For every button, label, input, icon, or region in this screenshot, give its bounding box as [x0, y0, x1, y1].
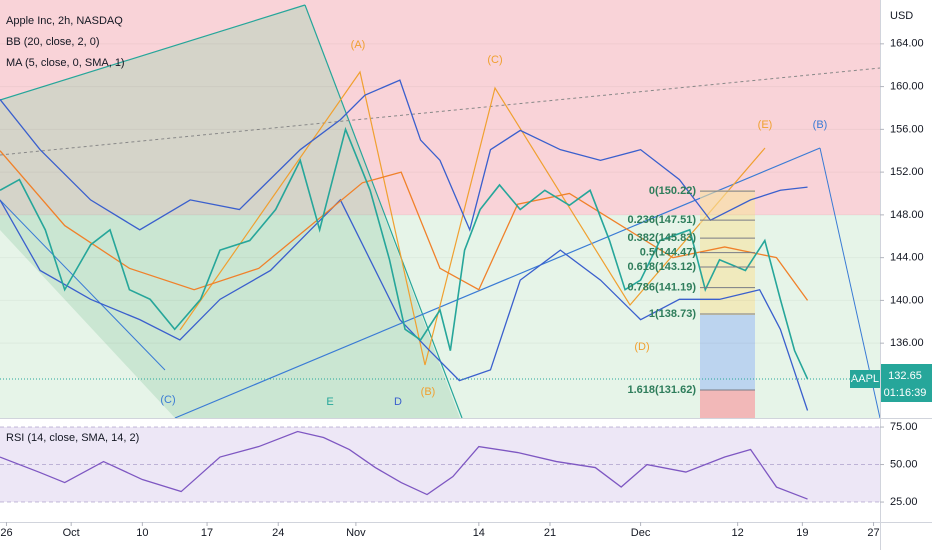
y-tick-label: 140.00: [890, 294, 924, 306]
x-tick-label: 17: [201, 527, 213, 539]
y-tick-label: 25.00: [890, 496, 918, 508]
fib-label: 0.618(143.12): [628, 261, 697, 273]
x-tick-label: Oct: [63, 527, 80, 539]
wave-label: (E): [758, 119, 773, 131]
y-tick-label: 152.00: [890, 166, 924, 178]
series-line: [0, 150, 809, 301]
symbol-tag-text: AAPL: [851, 373, 879, 385]
wave-label: (B): [813, 119, 828, 131]
fib-box: [700, 315, 755, 390]
wave: [179, 70, 766, 366]
wave-label: (D): [634, 341, 649, 353]
channel: [0, 5, 460, 418]
fib-label: 1(138.73): [649, 308, 696, 320]
series-line: [0, 126, 809, 380]
legend-entry: MA (5, close, 0, SMA, 1): [6, 57, 125, 69]
countdown: 01:16:39: [884, 387, 927, 399]
series-line: [0, 79, 808, 232]
y-tick-label: 50.00: [890, 458, 918, 470]
fib-label: 0.786(141.19): [628, 282, 697, 294]
wave-label: E: [326, 396, 333, 408]
wave-label: (B): [421, 386, 436, 398]
fib-box: [700, 390, 755, 418]
rsi-title: RSI (14, close, SMA, 14, 2): [6, 432, 139, 444]
wave-label: (C): [160, 394, 175, 406]
price-tag: [881, 364, 932, 402]
rsi-band: [0, 427, 880, 502]
fib-label: 0(150.22): [649, 185, 696, 197]
x-tick-label: Nov: [346, 527, 366, 539]
y-tick-label: 164.00: [890, 38, 924, 50]
x-tick-label: 24: [272, 527, 284, 539]
x-tick-label: 14: [473, 527, 485, 539]
wave-label: (A): [351, 39, 366, 51]
y-tick-label: 160.00: [890, 80, 924, 92]
x-tick-label: Dec: [631, 527, 651, 539]
price-tag-text: 132.65: [888, 370, 922, 382]
series-line: [0, 198, 809, 411]
fib-label: 0.236(147.51): [628, 214, 697, 226]
currency: USD: [890, 10, 913, 22]
fib-label: 0.5(144.47): [640, 247, 697, 259]
x-tick-label: 26: [0, 527, 12, 539]
legend-entry: BB (20, close, 2, 0): [6, 36, 100, 48]
x-tick-label: 10: [136, 527, 148, 539]
y-tick-label: 75.00: [890, 421, 918, 433]
wave-label: D: [394, 396, 402, 408]
wave-label: (C): [487, 54, 502, 66]
fib-label: 1.618(131.62): [628, 384, 697, 396]
trendline: [0, 199, 166, 371]
x-tick-label: 12: [732, 527, 744, 539]
symbol-tag: [850, 370, 880, 388]
y-tick-label: 156.00: [890, 123, 924, 135]
y-tick-label: 148.00: [890, 209, 924, 221]
chart-title: Apple Inc, 2h, NASDAQ: [6, 15, 123, 27]
fib-label: 0.382(145.83): [628, 232, 697, 244]
series-line: [0, 430, 808, 500]
trendline: [0, 4, 306, 101]
x-tick-label: 27: [867, 527, 879, 539]
trendline: [304, 4, 463, 419]
resistance-zone: [0, 0, 880, 215]
x-tick-label: 19: [796, 527, 808, 539]
y-tick-label: 136.00: [890, 337, 924, 349]
x-tick-label: 21: [544, 527, 556, 539]
y-tick-label: 144.00: [890, 252, 924, 264]
